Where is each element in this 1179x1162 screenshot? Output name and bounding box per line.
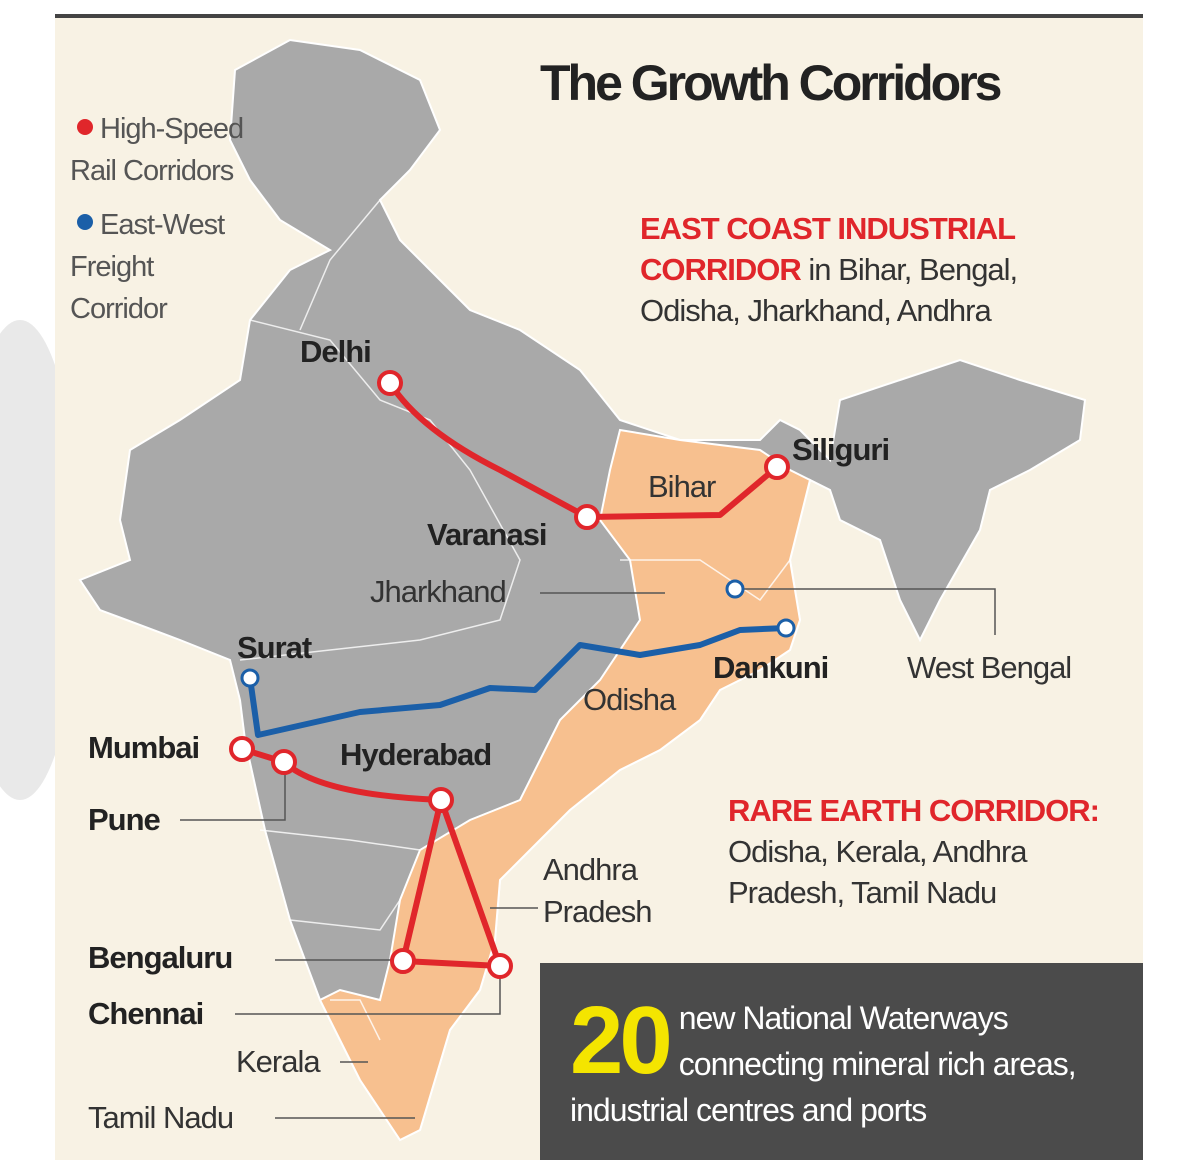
state-borders [239,199,791,1041]
rail-stations [229,370,790,979]
legend-swatch [77,214,93,230]
city-label: Pune [88,802,161,837]
state-label: Tamil Nadu [88,1100,233,1135]
east-coast-callout: EAST COAST INDUSTRIAL CORRIDOR in Bihar,… [640,208,1070,331]
state-label: Bihar [648,469,716,504]
freight-stations [240,579,796,688]
state-label: Andhra [543,852,639,887]
legend-label: East-West [100,209,225,241]
state-label: Kerala [236,1044,321,1079]
city-label: Siliguri [792,432,889,467]
callout-text: in Bihar, Bengal, Odisha, Jharkhand, And… [640,252,1018,328]
legend-label: Freight [70,251,154,283]
legend-label: Corridor [70,293,168,325]
legend-label: Rail Corridors [70,155,234,187]
rare-earth-callout: RARE EARTH CORRIDOR: Odisha, Kerala, And… [728,790,1128,913]
leader-lines [180,588,996,1119]
state-label: Jharkhand [370,574,506,609]
legend-label: High-Speed [100,113,243,145]
city-label: Surat [237,630,312,665]
city-label: Delhi [300,334,371,369]
city-label: Hyderabad [340,737,491,772]
title: The Growth Corridors [540,55,1001,111]
state-label: West Bengal [907,650,1071,685]
callout-heading: RARE EARTH CORRIDOR: [728,793,1100,828]
waterways-text: new National Waterways connecting minera… [570,1000,1077,1128]
state-label: Odisha [583,682,677,717]
city-label: Bengaluru [88,940,232,975]
waterways-number: 20 [570,987,673,1094]
legend-swatch [77,119,93,135]
callout-text: Odisha, Kerala, Andhra Pradesh, Tamil Na… [728,834,1028,910]
city-label: Varanasi [427,517,547,552]
waterways-box: 20 new National Waterways connecting min… [540,963,1143,1160]
city-label: Mumbai [88,730,199,765]
waterways-content: 20 new National Waterways connecting min… [570,987,1110,1133]
city-label: Chennai [88,996,203,1031]
callout-heading: EAST COAST INDUSTRIAL CORRIDOR [640,211,1016,287]
freight-route [247,625,787,738]
city-label: Dankuni [713,650,828,685]
state-label: Pradesh [543,894,651,929]
